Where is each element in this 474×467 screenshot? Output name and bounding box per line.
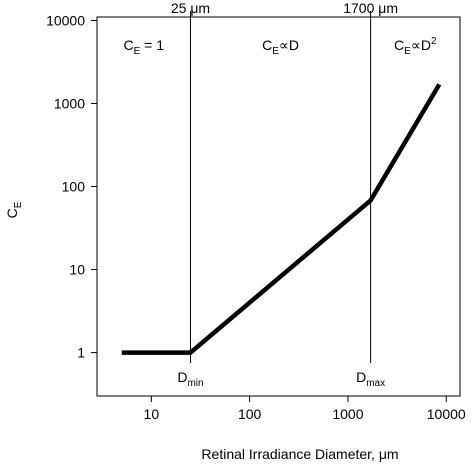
label-main: C [4, 208, 20, 218]
rich-label: CE∝D [262, 37, 299, 57]
label-main: C [262, 37, 272, 53]
x-tick-label: 1000 [332, 406, 363, 422]
data-line [121, 83, 442, 355]
x-tick-label: 10 [144, 406, 160, 422]
x-tick-label: 100 [238, 406, 262, 422]
vertical-marker-label: 1700 μm [343, 0, 398, 16]
label-tail: ∝D [279, 37, 299, 53]
rich-label: CE [4, 201, 24, 218]
y-tick-label: 10 [69, 262, 85, 278]
label-sub: max [366, 378, 385, 389]
x-axis-label: Retinal Irradiance Diameter, μm [201, 446, 398, 462]
y-tick-label: 1 [77, 345, 85, 361]
rich-label: Dmax [356, 369, 385, 389]
label-main: C [123, 37, 133, 53]
label-sub: min [187, 378, 203, 389]
vertical-marker-label: 25 μm [171, 0, 210, 16]
label-tail: ∝D [411, 37, 431, 53]
label-sub: E [404, 46, 411, 57]
label-sub: E [272, 46, 279, 57]
rich-label: CE∝D2 [394, 36, 437, 57]
label-main: D [356, 369, 366, 385]
label-sub: E [134, 46, 141, 57]
x-tick-label: 10000 [427, 406, 466, 422]
y-tick-label: 10000 [46, 12, 85, 28]
plot-frame [96, 16, 461, 397]
y-tick-label: 1000 [54, 95, 85, 111]
label-tail: = 1 [140, 37, 164, 53]
rich-label: CE = 1 [123, 37, 164, 57]
label-sub: E [13, 201, 24, 208]
y-tick-label: 100 [62, 179, 86, 195]
label-main: C [394, 37, 404, 53]
rich-label: Dmin [177, 369, 203, 389]
label-main: D [177, 369, 187, 385]
label-sup: 2 [431, 36, 437, 47]
